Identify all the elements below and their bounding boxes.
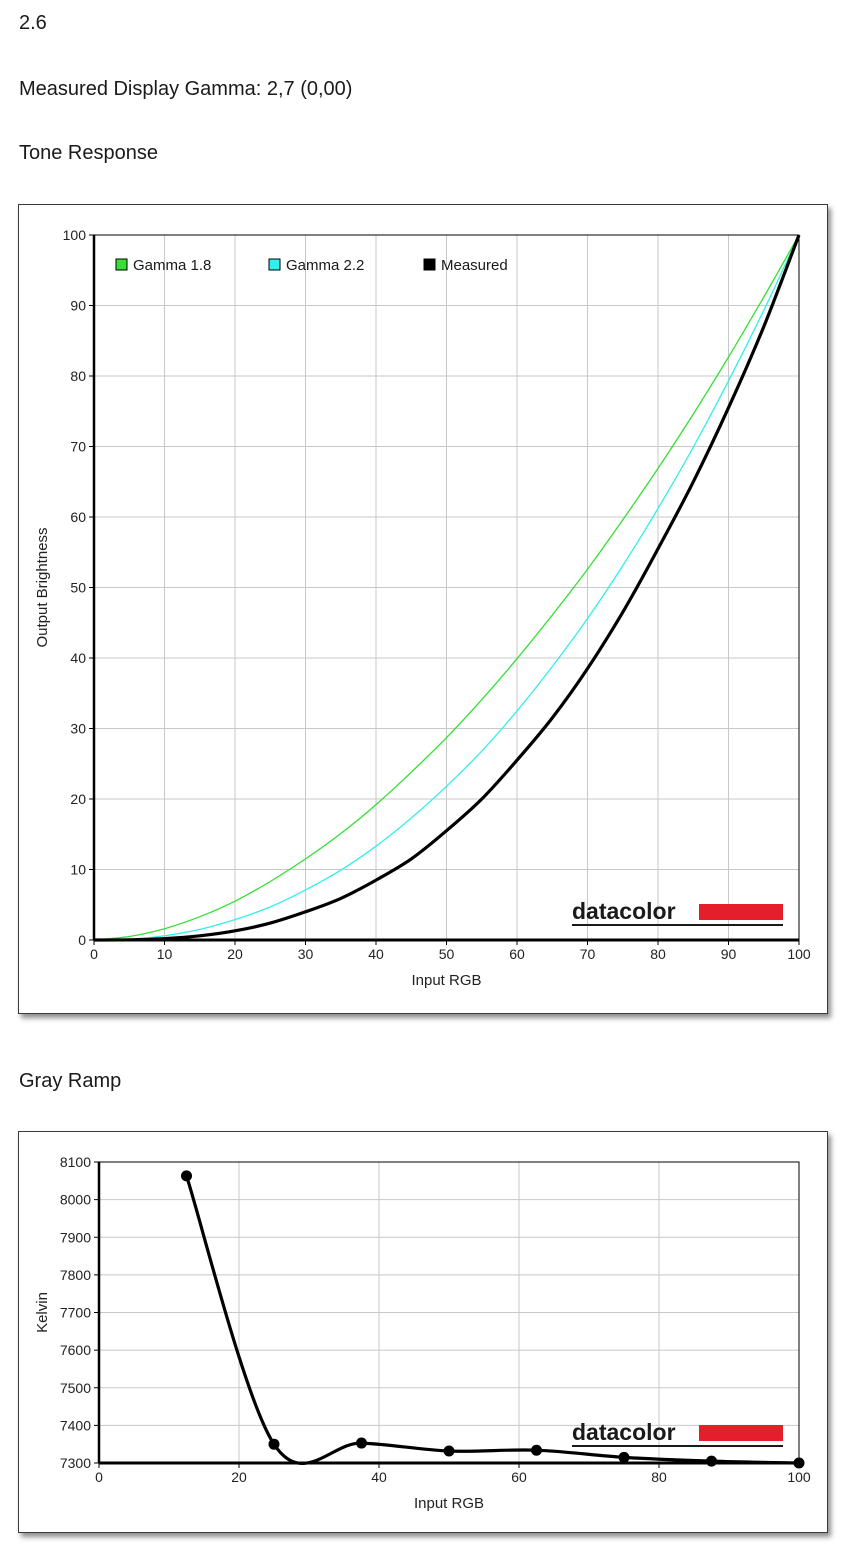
series-line-3 [93, 234, 801, 942]
datacolor-logo: datacolor [572, 898, 783, 926]
y-tick-label: 7500 [60, 1380, 91, 1396]
y-tick-label: 7900 [60, 1229, 91, 1245]
y-tick-label: 80 [70, 368, 86, 384]
x-tick-label: 60 [509, 946, 525, 962]
y-tick-label: 60 [70, 509, 86, 525]
datacolor-logo-bar [699, 904, 783, 920]
x-tick-label: 80 [651, 1469, 667, 1485]
tone-response-chart: 0 10 20 30 40 50 60 70 80 90 100 0 10 20 30 40 50 60 70 80 9… [18, 204, 828, 1014]
x-axis-label: Input RGB [414, 1495, 484, 1512]
x-tick-label: 20 [227, 946, 243, 962]
x-tick-label: 0 [90, 946, 98, 962]
datacolor-logo-underline [572, 924, 783, 926]
datacolor-logo-text: datacolor [572, 1419, 676, 1445]
data-point [793, 1457, 805, 1469]
y-tick-label: 10 [70, 862, 86, 878]
y-tick-label: 40 [70, 650, 86, 666]
y-tick-label: 8000 [60, 1192, 91, 1208]
gray-ramp-svg: 0 20 40 60 80 100 7300 7400 7500 7600 7700 7800 7900… [34, 1154, 811, 1512]
series-line-1 [184, 1175, 800, 1465]
datacolor-logo-underline [572, 1445, 783, 1447]
x-tick-label: 10 [157, 946, 173, 962]
data-point [181, 1170, 192, 1182]
x-tick-label: 0 [95, 1469, 103, 1485]
measured-gamma-text: Measured Display Gamma: 2,7 (0,00) [19, 78, 353, 100]
x-axis-label: Input RGB [411, 972, 481, 989]
x-tick-label: 30 [298, 946, 314, 962]
legend-swatch-3 [423, 258, 436, 271]
data-point [706, 1455, 717, 1467]
data-point [531, 1444, 542, 1456]
x-tick-label: 50 [439, 946, 455, 962]
y-tick-label: 30 [70, 721, 86, 737]
x-tick-label: 60 [511, 1469, 527, 1485]
y-tick-label: 7700 [60, 1305, 91, 1321]
version-label: 2.6 [19, 12, 47, 34]
legend-swatch-1 [115, 258, 128, 271]
y-tick-label: 70 [70, 439, 86, 455]
series-line-1 [93, 234, 800, 941]
y-tick-label: 90 [70, 298, 86, 314]
grid-lines [94, 234, 800, 940]
legend-label-2: Gamma 2.2 [286, 257, 364, 274]
x-tick-label: 90 [721, 946, 737, 962]
datacolor-logo-bar [699, 1425, 783, 1441]
y-tick-label: 7300 [60, 1455, 91, 1471]
x-tick-label: 100 [787, 1469, 811, 1485]
tone-response-heading: Tone Response [19, 142, 158, 164]
data-point [268, 1438, 280, 1450]
x-tick-label: 70 [580, 946, 596, 962]
legend-label-3: Measured [441, 257, 508, 274]
data-point [618, 1451, 630, 1463]
x-tick-label: 40 [368, 946, 384, 962]
y-tick-label: 50 [70, 580, 86, 596]
y-axis-label: Kelvin [34, 1292, 51, 1333]
legend-swatch-2 [268, 258, 281, 271]
y-tick-label: 8100 [60, 1154, 91, 1170]
x-tick-label: 100 [787, 946, 811, 962]
x-tick-label: 20 [231, 1469, 247, 1485]
y-tick-label: 7800 [60, 1267, 91, 1283]
grid-lines [99, 1161, 800, 1463]
x-tick-label: 40 [371, 1469, 387, 1485]
y-axis-label: Output Brightness [34, 527, 51, 647]
tone-response-svg: 0 10 20 30 40 50 60 70 80 90 100 0 10 20 30 40 50 60 70 80 9… [34, 227, 811, 989]
data-point [443, 1445, 455, 1457]
data-point [356, 1437, 367, 1449]
series-line-2 [93, 234, 800, 941]
y-tick-label: 0 [78, 932, 86, 948]
legend: Gamma 1.8 Gamma 2.2 Measured [115, 257, 508, 274]
x-tick-label: 80 [650, 946, 666, 962]
y-tick-label: 20 [70, 791, 86, 807]
gray-ramp-heading: Gray Ramp [19, 1070, 122, 1092]
y-tick-label: 100 [63, 227, 87, 243]
gray-ramp-chart: 0 20 40 60 80 100 7300 7400 7500 7600 7700 7800 7900… [18, 1131, 828, 1533]
y-tick-label: 7400 [60, 1417, 91, 1433]
datacolor-logo-text: datacolor [572, 898, 676, 924]
y-tick-label: 7600 [60, 1342, 91, 1358]
legend-label-1: Gamma 1.8 [133, 257, 211, 274]
datacolor-logo: datacolor [572, 1419, 783, 1447]
